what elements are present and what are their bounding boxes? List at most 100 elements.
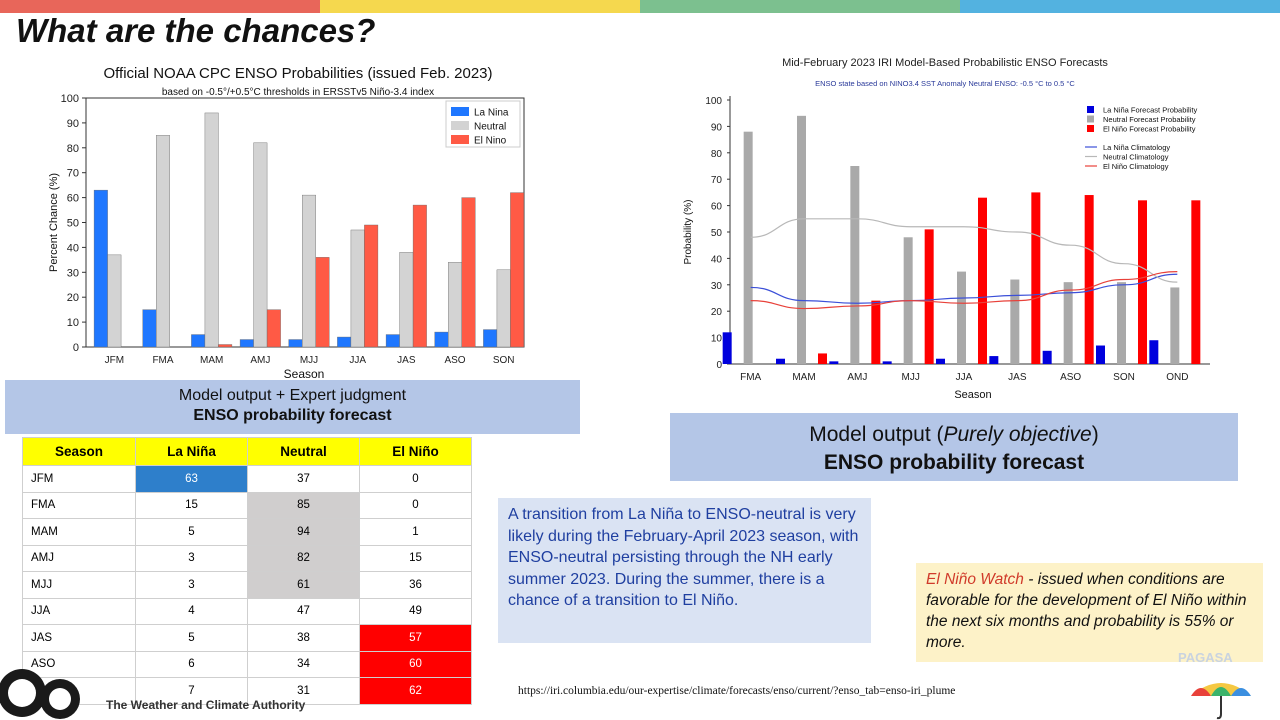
table-row: JFM 63 37 0 <box>22 465 472 493</box>
iri-legend-label: La Niña Climatology <box>1103 143 1170 152</box>
noaa-y-tick-label: 10 <box>67 317 79 329</box>
noaa-bar-neutral <box>302 194 316 348</box>
iri-bar-la <box>1096 345 1105 364</box>
noaa-bar-el-nino <box>461 197 476 348</box>
iri-bar-la <box>882 361 892 364</box>
iri-y-tick-label: 10 <box>711 334 723 345</box>
noaa-y-axis-label: Percent Chance (%) <box>48 173 60 272</box>
iri-bar-neutral <box>1170 287 1180 364</box>
table-header-lanina: La Niña <box>135 437 248 466</box>
table-cell-lanina: 3 <box>135 571 248 599</box>
el-nino-watch-text: - issued when conditions are favorable f… <box>926 571 1247 651</box>
iri-legend-swatch <box>1087 115 1094 123</box>
table-cell-season: MJJ <box>22 571 136 599</box>
el-nino-watch-note: El Niño Watch - issued when conditions a… <box>916 563 1263 662</box>
table-cell-neutral: 31 <box>247 677 360 705</box>
iri-x-tick-label: ASO <box>1060 372 1081 383</box>
iri-x-tick-label: JAS <box>1008 372 1027 383</box>
table-cell-lanina: 5 <box>135 518 248 546</box>
iri-y-tick-label: 90 <box>711 122 723 133</box>
iri-climatology-line <box>750 218 1178 283</box>
noaa-bar-el-nino <box>412 204 427 348</box>
table-cell-elnino: 49 <box>359 597 472 625</box>
table-cell-neutral: 85 <box>247 491 360 519</box>
noaa-x-tick-label: MAM <box>200 355 223 366</box>
iri-bar-la <box>776 358 785 364</box>
noaa-y-tick-label: 80 <box>67 143 79 155</box>
iri-legend-label: Neutral Forecast Probability <box>1103 115 1196 124</box>
noaa-x-tick-label: MJJ <box>300 355 318 366</box>
iri-climatology-line <box>750 271 1178 310</box>
iri-x-tick-label: MJJ <box>901 372 919 383</box>
iri-y-tick-label: 80 <box>711 149 723 160</box>
iri-bar-el <box>924 229 934 364</box>
table-cell-elnino: 57 <box>359 624 472 652</box>
iri-x-tick-label: OND <box>1166 372 1188 383</box>
iri-bar-el <box>871 300 881 364</box>
noaa-legend: La Nina Neutral El Nino <box>445 100 521 148</box>
iri-x-tick-label: JJA <box>956 372 973 383</box>
noaa-x-tick-label: SON <box>493 355 515 366</box>
iri-bar-el <box>818 353 827 364</box>
iri-bar-el <box>1084 195 1094 364</box>
iri-legend-swatch <box>1087 106 1094 113</box>
iri-bar-la <box>936 358 945 364</box>
table-row: FMA 15 85 0 <box>22 491 472 519</box>
noaa-legend-label: Neutral <box>474 122 506 133</box>
noaa-bar-neutral <box>107 254 122 348</box>
table-cell-elnino: 60 <box>359 650 472 678</box>
noaa-bar-el-nino <box>266 309 281 348</box>
table-cell-season: MAM <box>22 518 136 546</box>
noaa-y-tick-label: 50 <box>67 218 79 230</box>
table-cell-elnino: 1 <box>359 518 472 546</box>
iri-bar-el <box>1191 200 1201 364</box>
iri-caption: Model output (Purely objective) ENSO pro… <box>670 413 1238 481</box>
noaa-x-tick-label: JFM <box>105 355 124 366</box>
noaa-bar-el-nino <box>315 257 330 348</box>
noaa-bar-neutral <box>496 269 511 348</box>
iri-bar-la <box>1149 340 1159 364</box>
noaa-y-tick-label: 20 <box>67 292 79 304</box>
iri-y-axis-label: Probability (%) <box>683 199 694 264</box>
noaa-chart-subtitle: based on -0.5°/+0.5°C thresholds in ERSS… <box>162 87 434 98</box>
table-cell-neutral: 94 <box>247 518 360 546</box>
iri-bar-neutral <box>743 131 753 364</box>
table-cell-elnino: 0 <box>359 465 472 493</box>
table-cell-elnino: 0 <box>359 491 472 519</box>
noaa-caption-line1: Model output + Expert judgment <box>178 387 407 404</box>
noaa-legend-swatch <box>451 121 469 130</box>
table-row: JJA 4 47 49 <box>22 597 472 625</box>
noaa-bar-la-nina <box>288 339 303 348</box>
iri-caption-line1-c: ) <box>1091 423 1099 446</box>
iri-y-tick-label: 20 <box>711 307 723 318</box>
noaa-bar-neutral <box>204 112 219 348</box>
table-cell-season: JAS <box>22 624 136 652</box>
table-row: JAS 5 38 57 <box>22 624 472 652</box>
iri-chart-title: Mid-February 2023 IRI Model-Based Probab… <box>782 57 1108 69</box>
iri-y-tick-label: 30 <box>711 281 723 292</box>
noaa-chart-title: Official NOAA CPC ENSO Probabilities (is… <box>103 65 492 82</box>
iri-climatology-line <box>750 273 1178 304</box>
iri-bar-neutral <box>1117 282 1126 364</box>
iri-bar-neutral <box>850 166 860 364</box>
noaa-x-axis-label: Season <box>284 367 325 380</box>
iri-legend-swatch <box>1087 125 1094 132</box>
iri-legend-label: La Niña Forecast Probability <box>1103 106 1197 115</box>
noaa-y-tick-label: 60 <box>67 193 79 205</box>
noaa-bar-la-nina <box>93 189 108 348</box>
iri-x-tick-label: SON <box>1113 372 1135 383</box>
table-cell-season: AMJ <box>22 544 136 572</box>
noaa-x-tick-label: ASO <box>444 355 465 366</box>
iri-bar-la <box>989 356 999 364</box>
table-cell-season: JFM <box>22 465 136 493</box>
logo-tagline: The Weather and Climate Authority <box>106 698 306 712</box>
table-cell-season: FMA <box>22 491 136 519</box>
noaa-legend-label: La Nina <box>474 108 509 119</box>
iri-legend-label: El Niño Climatology <box>1103 162 1169 171</box>
top-color-bar-green <box>640 0 960 13</box>
iri-caption-line1-b: Purely objective <box>943 423 1092 446</box>
noaa-bar-la-nina <box>142 309 157 348</box>
iri-x-tick-label: MAM <box>792 372 815 383</box>
iri-bar-neutral <box>797 115 806 364</box>
